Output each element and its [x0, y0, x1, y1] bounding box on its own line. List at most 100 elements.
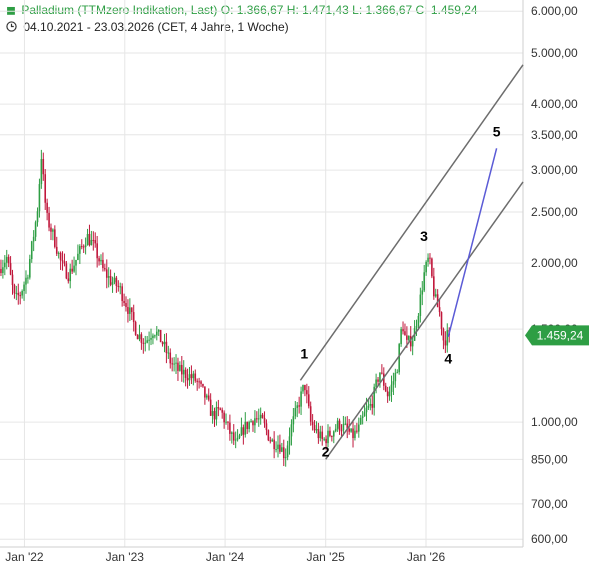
candle-body	[2, 267, 4, 274]
candle-body	[25, 277, 27, 285]
candle-body	[242, 427, 245, 435]
candle-body	[434, 294, 437, 297]
chart-header-range-row: 04.10.2021 - 23.03.2026 (CET, 4 Jahre, 1…	[6, 20, 289, 34]
candle-body	[5, 256, 8, 263]
candle-body	[155, 331, 158, 336]
y-tick-label: 4.000,00	[531, 97, 578, 111]
candle-body	[138, 334, 141, 340]
candle-body	[275, 449, 277, 451]
candle-body	[373, 386, 375, 408]
candle-body	[38, 184, 41, 212]
candle-body	[300, 391, 302, 407]
candle-body	[290, 424, 293, 437]
candle-body	[254, 418, 256, 426]
candle-body	[244, 421, 247, 435]
candle-body	[0, 268, 2, 274]
candle-body	[419, 294, 422, 316]
candle-body	[40, 159, 43, 185]
candle-body	[294, 408, 297, 417]
candle-body	[200, 381, 202, 384]
x-tick-label: Jan '24	[206, 550, 245, 564]
candle-body	[175, 362, 177, 364]
candle-body	[238, 435, 241, 438]
candle-body	[67, 278, 70, 282]
candle-body	[346, 423, 349, 429]
candle-body	[105, 269, 108, 278]
candle-body	[356, 430, 358, 432]
wave-label-1: 1	[300, 345, 308, 361]
channel-upper-line	[299, 64, 524, 381]
candle-body	[325, 438, 327, 444]
candle-body	[296, 405, 299, 409]
x-tick-label: Jan '26	[407, 550, 446, 564]
last-price-value: 1.459,24	[537, 328, 584, 342]
instrument-title[interactable]: Palladium (TTMzero Indikation, Last)	[21, 3, 218, 17]
candle-body	[132, 312, 135, 323]
candle-body	[109, 276, 112, 285]
candle-body	[42, 159, 45, 175]
candle-body	[269, 440, 272, 442]
candle-body	[332, 431, 335, 437]
candle-body	[336, 420, 339, 429]
candle-body	[396, 372, 399, 374]
candle-body	[52, 229, 54, 232]
candle-body	[240, 427, 243, 436]
date-range[interactable]: 04.10.2021 - 23.03.2026	[23, 20, 155, 34]
candle-body	[9, 263, 12, 275]
candle-body	[100, 259, 102, 262]
candle-body	[282, 447, 285, 459]
candle-body	[148, 339, 150, 341]
candle-body	[384, 385, 387, 392]
candle-body	[102, 259, 104, 269]
candle-body	[433, 276, 435, 297]
candle-body	[159, 329, 162, 343]
period-info: (CET, 4 Jahre, 1 Woche)	[157, 20, 289, 34]
chart-header-title-row: ◼ Palladium (TTMzero Indikation, Last) O…	[6, 3, 478, 17]
channel-lower-line	[325, 181, 524, 460]
candle-body	[421, 290, 424, 295]
candle-body	[15, 292, 18, 294]
candle-body	[429, 257, 431, 259]
candle-body	[386, 391, 389, 397]
candle-body	[392, 381, 395, 385]
candle-body	[50, 227, 52, 232]
candle-body	[354, 430, 356, 439]
candle-body	[63, 261, 66, 264]
candle-body	[77, 253, 79, 260]
candle-body	[377, 379, 379, 382]
candle-body	[344, 423, 347, 425]
candle-body	[402, 329, 404, 332]
candle-body	[319, 431, 322, 439]
candle-body	[111, 282, 114, 285]
candle-body	[188, 374, 191, 381]
candle-body	[13, 284, 16, 294]
candle-body	[113, 277, 116, 283]
candle-body	[292, 416, 295, 425]
candle-body	[400, 329, 402, 345]
y-tick-label: 6.000,00	[531, 4, 578, 18]
candle-body	[44, 174, 47, 203]
candle-body	[161, 342, 164, 345]
candle-body	[309, 406, 312, 422]
candle-body	[217, 407, 220, 409]
candle-body	[55, 246, 58, 254]
y-tick-label: 3.500,00	[531, 128, 578, 142]
candle-body	[417, 315, 420, 326]
x-tick-label: Jan '22	[5, 550, 44, 564]
candle-body	[130, 307, 133, 313]
candle-body	[69, 268, 72, 282]
candle-body	[271, 439, 274, 442]
candle-body	[259, 414, 262, 419]
candle-body	[394, 372, 397, 382]
candle-body	[409, 335, 412, 347]
candle-body	[425, 261, 427, 273]
candle-body	[194, 373, 197, 381]
clock-icon	[6, 21, 17, 32]
candle-body	[136, 335, 139, 340]
candle-body	[186, 377, 189, 381]
candle-body	[250, 421, 252, 423]
candle-body	[167, 352, 170, 354]
candle-body	[284, 457, 287, 459]
candle-body	[382, 373, 385, 386]
